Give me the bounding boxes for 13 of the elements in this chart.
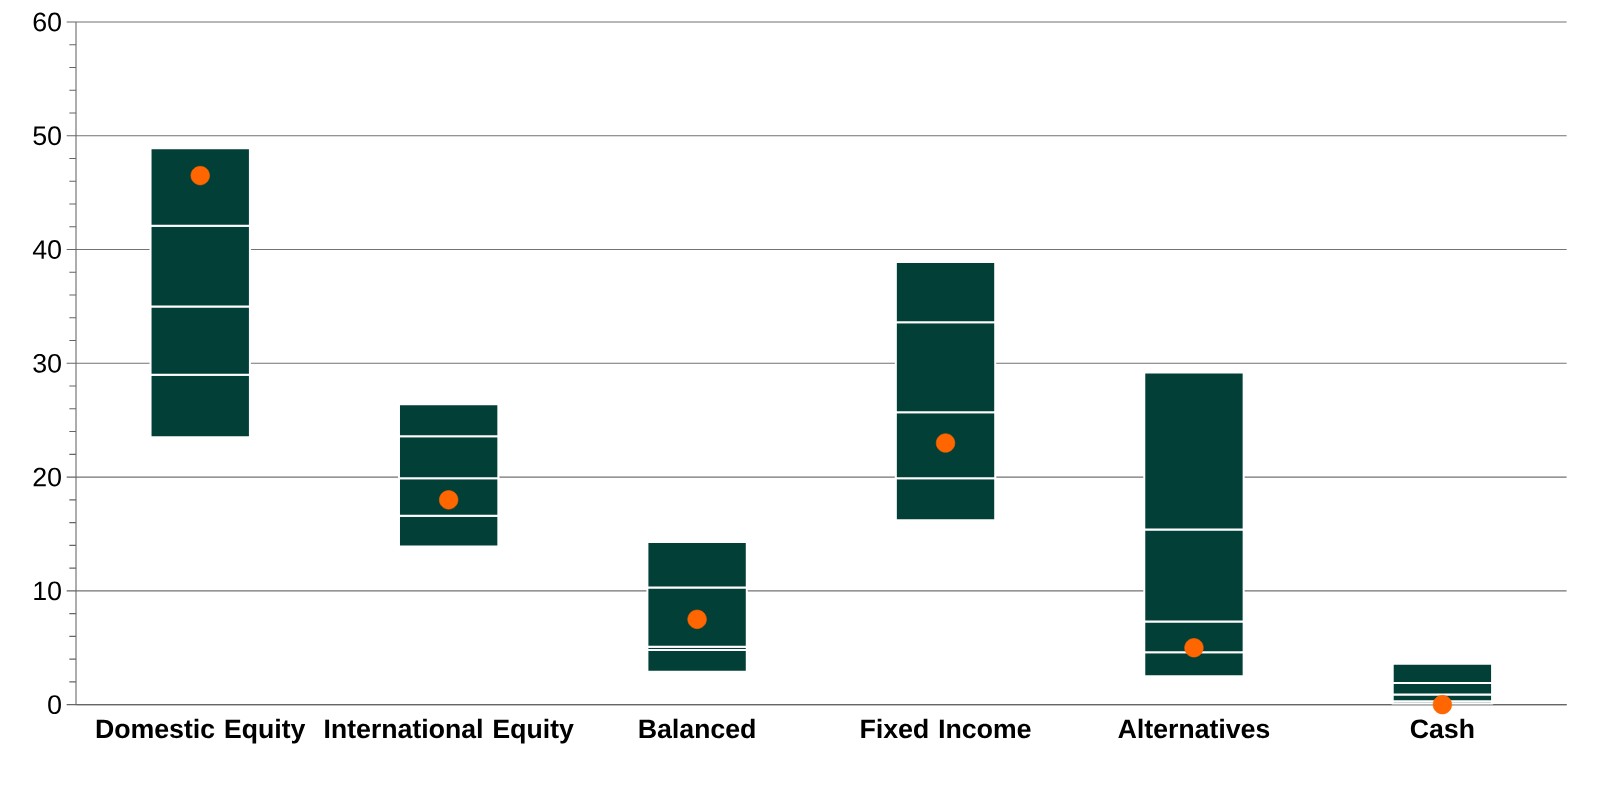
y-tick-label: 0 xyxy=(48,695,61,715)
y-tick-label: 50 xyxy=(33,126,61,146)
x-tick-label: Balanced xyxy=(639,718,755,739)
x-tick-label: Cash xyxy=(1410,718,1474,739)
y-tick-label: 20 xyxy=(33,467,61,487)
y-tick-label: 30 xyxy=(33,353,61,373)
x-tick-label: Alternatives xyxy=(1118,718,1270,739)
y-tick-label: 10 xyxy=(34,581,61,601)
x-tick-label: International Equity xyxy=(325,718,574,744)
y-tick-label: 60 xyxy=(33,12,61,32)
y-tick-label: 40 xyxy=(32,240,61,259)
x-tick-label: Domestic Equity xyxy=(96,718,306,744)
x-tick-label: Fixed Income xyxy=(861,718,1031,739)
